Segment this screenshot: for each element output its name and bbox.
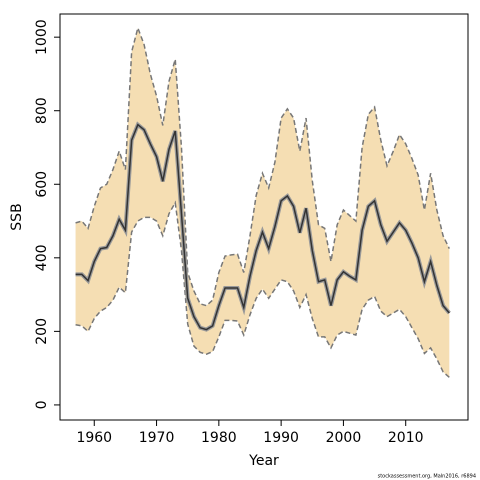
y-tick-label: 600 xyxy=(34,171,50,198)
x-tick-label: 2000 xyxy=(326,430,362,446)
y-axis-label: SSB xyxy=(9,203,25,230)
x-tick-label: 1980 xyxy=(201,430,237,446)
y-tick-label: 800 xyxy=(34,97,50,124)
confidence-band xyxy=(75,27,450,378)
plot-frame xyxy=(59,13,469,421)
x-tick-label: 1990 xyxy=(263,430,299,446)
x-tick-label: 1970 xyxy=(139,430,175,446)
y-tick-label: 400 xyxy=(34,244,50,271)
x-tick-label: 1960 xyxy=(76,430,112,446)
y-tick-label: 200 xyxy=(34,318,50,345)
y-tick-label: 0 xyxy=(34,400,50,409)
footer: stockassessment.org, Maln2016, r6894 xyxy=(378,474,476,480)
x-axis-label: Year xyxy=(248,453,279,469)
x-tick-label: 2010 xyxy=(388,430,424,446)
estimate-line xyxy=(75,123,450,331)
y-tick-label: 1000 xyxy=(34,19,50,55)
upper-bound xyxy=(75,25,450,307)
